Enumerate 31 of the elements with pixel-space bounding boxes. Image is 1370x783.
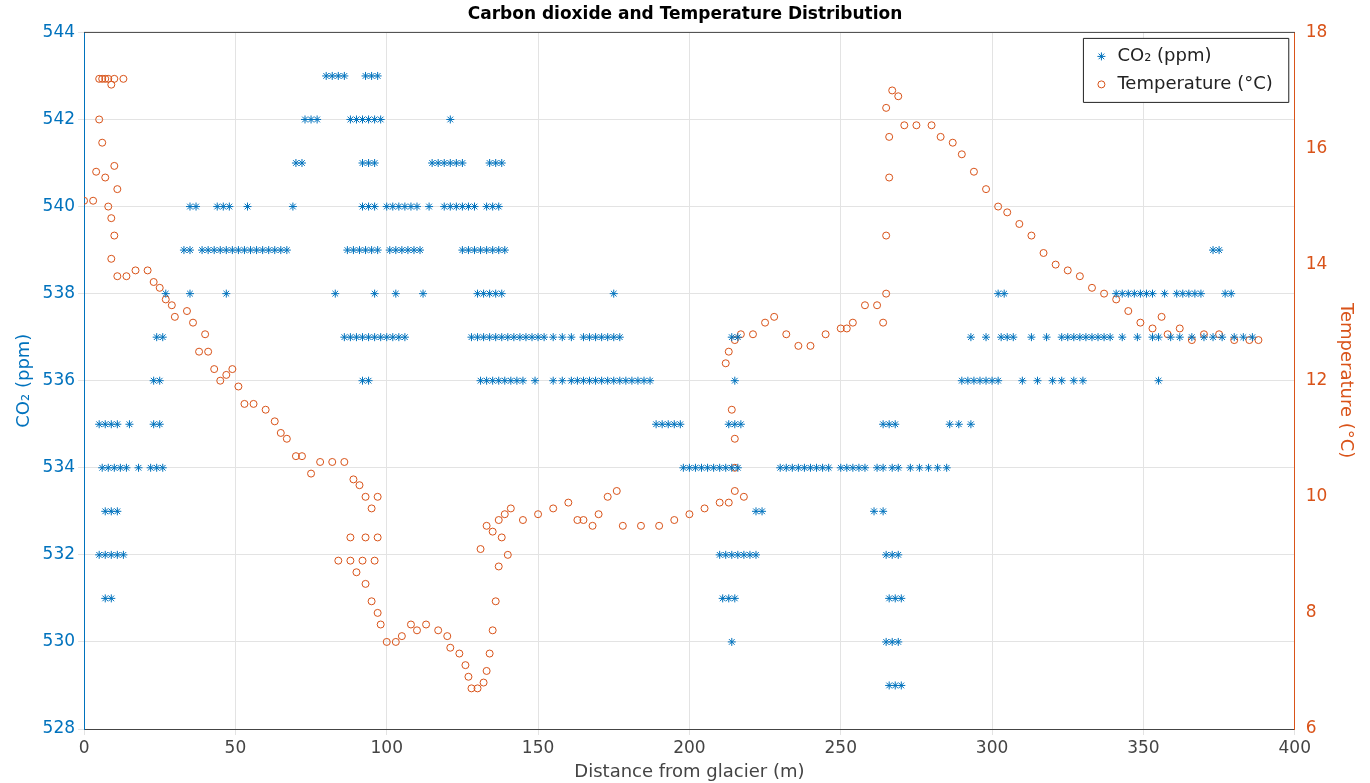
y-tick-label: 528 <box>42 717 76 738</box>
x-axis-title: Distance from glacier (m) <box>574 759 805 781</box>
y-tick-label: 536 <box>42 369 76 390</box>
x-tick-label: 300 <box>975 736 1009 757</box>
x-tick-label: 350 <box>1127 736 1160 757</box>
y-tick-label: 544 <box>42 20 76 41</box>
x-tick-label: 100 <box>370 736 403 757</box>
x-tick-label: 400 <box>1278 736 1311 757</box>
x-tick-label: 150 <box>521 736 555 757</box>
x-tick-label: 0 <box>78 736 90 757</box>
y2-tick-label: 18 <box>1305 20 1328 41</box>
y2-axis-title: Temperature (°C) <box>1336 302 1358 459</box>
y2-tick-label: 12 <box>1305 369 1328 390</box>
chart-title: Carbon dioxide and Temperature Distribution <box>467 2 903 23</box>
y-tick-label: 534 <box>42 456 76 477</box>
y2-tick-label: 8 <box>1305 601 1317 622</box>
x-tick-label: 50 <box>224 736 247 757</box>
y2-tick-label: 14 <box>1305 253 1328 274</box>
x-tick-label: 250 <box>824 736 857 757</box>
y2-tick-label: 6 <box>1305 717 1317 738</box>
legend-label: CO₂ (ppm) <box>1117 44 1212 66</box>
legend-label: Temperature (°C) <box>1116 72 1273 94</box>
y-tick-label: 532 <box>42 543 76 564</box>
x-tick-label: 200 <box>673 736 706 757</box>
y-tick-label: 538 <box>42 282 76 303</box>
y-tick-label: 530 <box>42 630 76 651</box>
y2-tick-label: 16 <box>1305 136 1328 157</box>
y-tick-label: 540 <box>42 194 76 215</box>
y2-tick-label: 10 <box>1305 485 1328 506</box>
y-axis-title: CO₂ (ppm) <box>12 333 34 428</box>
y-tick-label: 542 <box>42 107 76 128</box>
